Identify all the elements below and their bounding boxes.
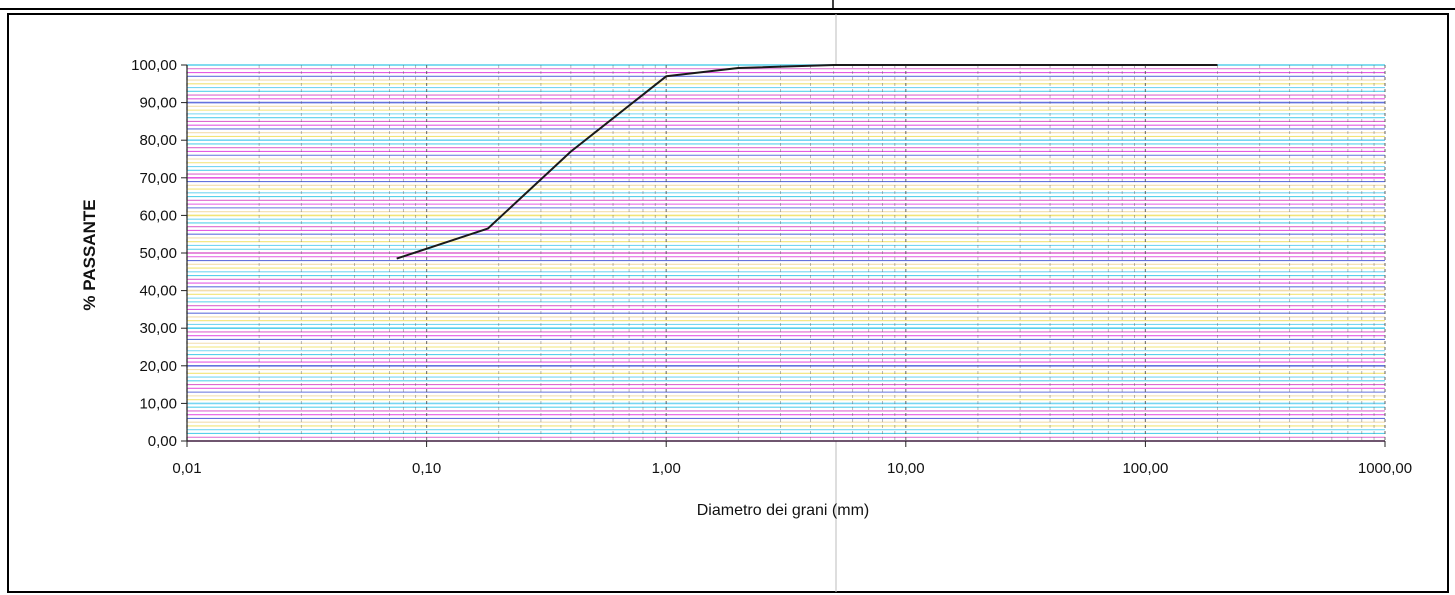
y-tick-label: 10,00 — [139, 395, 177, 412]
y-tick-label: 100,00 — [131, 57, 177, 74]
plot-area: 0,00 10,00 20,00 30,00 40,00 50,00 60,00 70,00 8… — [131, 57, 1412, 477]
x-tick-label: 100,00 — [1122, 460, 1168, 477]
y-tick-label: 50,00 — [139, 245, 177, 262]
x-tick-label: 0,10 — [412, 460, 441, 477]
x-axis-label: Diametro dei grani (mm) — [697, 502, 869, 519]
x-tick-label: 0,01 — [172, 460, 201, 477]
x-tick-label: 1000,00 — [1358, 460, 1412, 477]
outer-border — [7, 13, 1449, 593]
y-tick-label: 80,00 — [139, 132, 177, 149]
y-tick-label: 0,00 — [148, 433, 177, 450]
y-tick-label: 60,00 — [139, 207, 177, 224]
y-tick-label: 20,00 — [139, 358, 177, 375]
y-tick-label: 70,00 — [139, 170, 177, 187]
y-axis-label: % PASSANTE — [80, 199, 99, 310]
header-strip — [0, 0, 1455, 10]
y-tick-label: 30,00 — [139, 320, 177, 337]
y-tick-label: 40,00 — [139, 283, 177, 300]
x-tick-label: 1,00 — [652, 460, 681, 477]
x-tick-label: 10,00 — [887, 460, 925, 477]
y-tick-label: 90,00 — [139, 95, 177, 112]
